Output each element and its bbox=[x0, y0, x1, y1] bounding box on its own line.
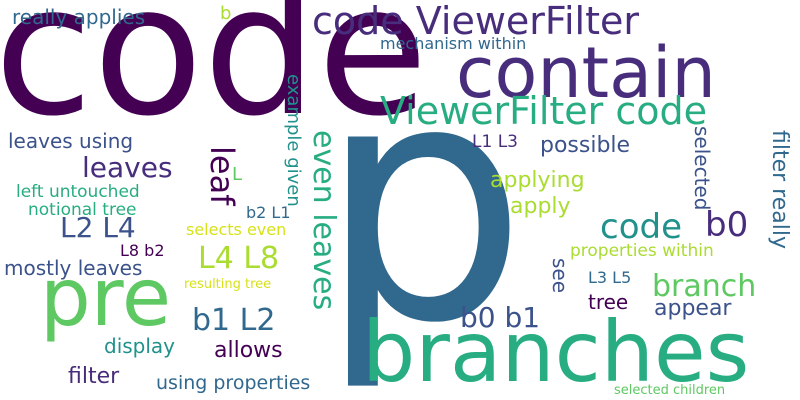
word-branches: branches bbox=[362, 310, 749, 394]
word-applying: applying bbox=[490, 170, 585, 192]
word-b0: b0 bbox=[705, 208, 748, 242]
word-possible: possible bbox=[540, 135, 630, 157]
word-example-given: example given bbox=[284, 74, 302, 207]
word-l-single: L bbox=[232, 166, 242, 184]
word-viewerfilter-code: ViewerFilter code bbox=[380, 92, 707, 130]
word-l2-l4: L2 L4 bbox=[60, 214, 136, 242]
word-leaves: leaves bbox=[82, 154, 173, 182]
word-leaves-using: leaves using bbox=[8, 131, 133, 151]
word-really-applies: really applies bbox=[12, 7, 145, 27]
word-left-untouched: left untouched bbox=[16, 184, 140, 201]
word-mechanism-within: mechanism within bbox=[380, 36, 526, 52]
word-selects-even: selects even bbox=[186, 222, 286, 238]
word-b2-l1: b2 L1 bbox=[246, 205, 291, 221]
word-b-top: b bbox=[220, 5, 231, 23]
word-display: display bbox=[104, 336, 175, 356]
word-filter: filter bbox=[68, 366, 119, 388]
word-l4-l8: L4 L8 bbox=[198, 244, 279, 274]
word-b1-l2: b1 L2 bbox=[192, 306, 275, 336]
word-resulting-tree: resulting tree bbox=[184, 278, 271, 291]
word-using-properties: using properties bbox=[156, 374, 310, 393]
word-tree: tree bbox=[588, 292, 628, 312]
word-code-small: code bbox=[600, 210, 682, 244]
word-properties-within: properties within bbox=[570, 243, 714, 260]
word-selected-vertical: selected bbox=[692, 126, 712, 210]
word-l3-l5: L3 L5 bbox=[588, 270, 631, 286]
word-see: see bbox=[550, 258, 570, 293]
word-selected-children: selected children bbox=[614, 384, 725, 397]
word-filter-really: filter really bbox=[768, 130, 790, 249]
word-b0-b1: b0 b1 bbox=[460, 304, 540, 332]
word-mostly-leaves: mostly leaves bbox=[4, 258, 142, 278]
word-l1-l3: L1 L3 bbox=[472, 134, 518, 151]
word-appear: appear bbox=[654, 298, 731, 320]
word-even-leaves: even leaves bbox=[308, 130, 338, 310]
word-apply: apply bbox=[510, 196, 571, 218]
word-allows: allows bbox=[214, 340, 283, 362]
